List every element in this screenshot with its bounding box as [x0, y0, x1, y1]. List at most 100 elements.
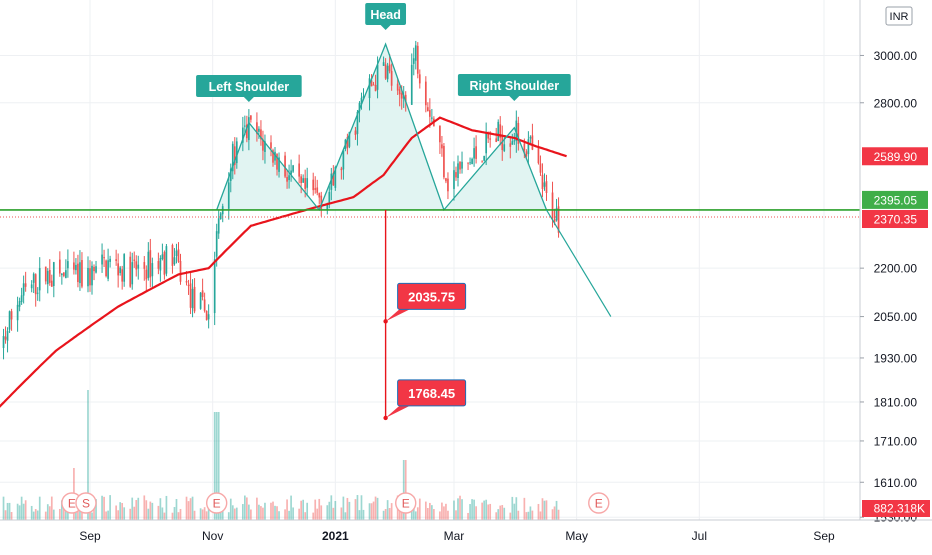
- time-tick-label: 2021: [322, 529, 349, 543]
- candle-body: [278, 157, 280, 172]
- candle-body: [77, 263, 79, 283]
- candle-body: [61, 273, 63, 276]
- volume-bar: [475, 506, 477, 520]
- volume-bar: [346, 497, 349, 520]
- target-box: [397, 282, 467, 310]
- volume-bar: [306, 502, 309, 520]
- volume-bar: [557, 509, 560, 520]
- candle-body: [79, 262, 81, 284]
- pattern-lines: [0, 42, 860, 317]
- volume-bar: [318, 498, 321, 520]
- candle-body: [117, 263, 119, 276]
- candle-body: [326, 203, 329, 210]
- volume-bar: [58, 508, 61, 520]
- volume-bar: [443, 506, 445, 520]
- candle-body: [131, 262, 134, 285]
- candle-body: [541, 174, 544, 189]
- candle-body: [260, 129, 262, 140]
- volume-bar: [77, 509, 79, 520]
- candle-body: [235, 141, 238, 164]
- candle-body: [513, 140, 516, 142]
- volume-bar: [107, 510, 109, 520]
- currency-badge: INR: [885, 6, 913, 26]
- volume-bar: [24, 500, 27, 520]
- candle-body: [286, 176, 288, 182]
- candle-body: [89, 268, 91, 286]
- volume-bar: [44, 511, 47, 520]
- candle-body: [304, 178, 307, 189]
- candle-body: [274, 151, 276, 161]
- candle-body: [376, 64, 379, 90]
- volume-bar: [103, 496, 105, 520]
- candle-body: [159, 258, 162, 271]
- candle-body: [276, 153, 278, 170]
- event-marker-text: E: [595, 497, 603, 511]
- volume-bar: [30, 505, 33, 520]
- candle-body: [163, 252, 166, 275]
- projection-line: [545, 209, 612, 317]
- candle-body: [203, 299, 206, 311]
- time-tick-label: Sep: [813, 529, 835, 543]
- pattern-label-text: Right Shoulder: [470, 79, 560, 93]
- candle-body: [553, 219, 556, 223]
- candle-body: [497, 121, 500, 142]
- candle-body: [487, 132, 490, 139]
- volume-bar: [362, 509, 365, 520]
- candle-body: [459, 161, 461, 170]
- candle-body: [515, 120, 518, 141]
- candle-body: [445, 178, 447, 182]
- currency-box: [885, 6, 913, 26]
- volume-bar: [545, 500, 548, 520]
- candle-body: [471, 158, 473, 165]
- volume-bar: [414, 511, 417, 520]
- volume-bar: [20, 496, 23, 520]
- volume-bar: [487, 504, 490, 520]
- pattern-fill: [216, 44, 547, 210]
- pattern-label: Right Shoulder: [457, 74, 571, 101]
- volume-bar: [501, 505, 504, 520]
- volume-bar: [433, 509, 435, 520]
- volume-bar: [250, 509, 252, 520]
- candle-body: [67, 261, 69, 269]
- head-shoulders-outline: [216, 42, 548, 212]
- volume-bar: [497, 509, 500, 520]
- candle-body: [38, 268, 41, 291]
- price-tick-label: 1810.00: [874, 395, 918, 409]
- candle-body: [151, 263, 154, 277]
- pattern-label-pointer: [243, 97, 254, 102]
- volume-bar: [260, 506, 262, 520]
- volume-bar: [48, 506, 51, 520]
- annotations: 2035.75 1768.45 Left Shoulder Head Right Sho…: [196, 3, 571, 421]
- price-tick-label: 1930.00: [874, 351, 918, 365]
- candle-body: [145, 269, 148, 280]
- time-tick-label: Sep: [79, 529, 101, 543]
- candle-body: [328, 192, 331, 203]
- pattern-label-box: [365, 3, 407, 25]
- candle-body: [63, 272, 65, 276]
- candle-body: [429, 110, 431, 117]
- volume-bar: [50, 496, 53, 520]
- volume-bar: [298, 508, 300, 520]
- price-tick-label: 2800.00: [874, 96, 918, 110]
- candle-body: [292, 165, 294, 172]
- candle-body: [302, 178, 305, 183]
- volume-bar: [95, 499, 97, 520]
- candle-body: [161, 254, 164, 259]
- candle-body: [503, 144, 506, 151]
- pattern-label-box: [196, 75, 302, 97]
- event-markers: E E E ES: [61, 492, 610, 514]
- candle-body: [290, 170, 292, 175]
- volume-bar: [119, 502, 122, 520]
- candle-body: [262, 139, 264, 151]
- volume-bar: [439, 511, 441, 520]
- candle-body: [288, 175, 290, 181]
- volume-bar: [185, 496, 188, 520]
- candle-body: [404, 94, 407, 103]
- volume-bar: [529, 506, 532, 520]
- volume-bar: [36, 510, 39, 520]
- candle-body: [509, 143, 512, 147]
- volume-bar: [316, 508, 319, 520]
- volume-bar: [523, 497, 526, 520]
